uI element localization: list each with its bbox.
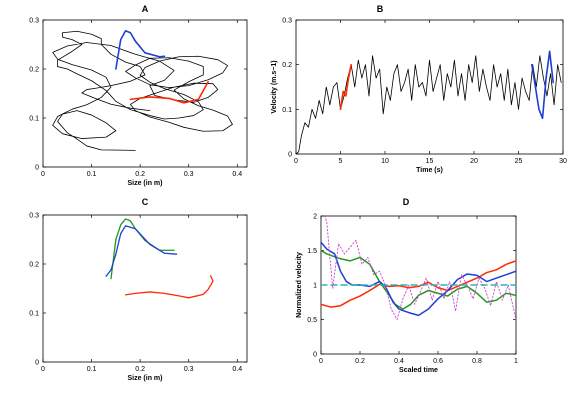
x-tick-label: 30	[559, 158, 567, 165]
series-line-2	[321, 249, 516, 310]
series-line-3	[115, 29, 166, 70]
x-tick-label: 1	[514, 358, 518, 365]
x-tick-label: 0.1	[87, 366, 97, 373]
y-tick-label: 0.1	[282, 107, 292, 114]
y-tick-label: 0.2	[282, 62, 292, 69]
y-tick-label: 0.3	[29, 18, 39, 25]
series-line-1	[52, 30, 233, 151]
panel-letter-d: D	[403, 197, 410, 207]
x-tick-label: 0.4	[232, 171, 242, 178]
x-axis-label: Scaled time	[399, 367, 438, 374]
x-axis-label: Size (in m)	[127, 375, 162, 382]
panel-a: A 0 0.1 0.2 0.3 0.4 0 0.1 0.2 0.3 Size (in m)	[29, 4, 248, 187]
series-line-5	[324, 216, 516, 320]
x-tick-label: 0.3	[184, 366, 194, 373]
x-tick-label: 15	[426, 158, 434, 165]
y-tick-label: 0	[35, 165, 39, 172]
x-tick-label: 0	[294, 158, 298, 165]
series-line-1	[296, 55, 562, 154]
panel-letter-a: A	[142, 4, 149, 14]
x-tick-label: 0.4	[232, 366, 242, 373]
y-tick-label: 0.1	[29, 116, 39, 123]
y-tick-label: 0.3	[29, 213, 39, 220]
x-tick-label: 5	[339, 158, 343, 165]
x-axis-label: Size (in m)	[127, 180, 162, 187]
y-axis-label: Normalized velocity	[296, 252, 303, 318]
y-tick-label: 1.5	[307, 248, 317, 255]
x-tick-label: 0.2	[135, 171, 145, 178]
panel-d: D 0 0.2 0.4 0.6 0.8 1 0 0.5 1 1.5 2 Scaled time Norma…	[296, 197, 518, 374]
y-tick-label: 0.3	[282, 18, 292, 25]
panel-letter-c: C	[142, 197, 149, 207]
y-tick-label: 0	[288, 152, 292, 159]
y-axis-label: Velocity (m.s−1)	[271, 60, 278, 113]
x-axis-label: Time (s)	[416, 167, 443, 174]
panel-c: C 0 0.1 0.2 0.3 0.4 0 0.1 0.2 0.3 Size (in m)	[29, 197, 248, 382]
panel-b: B 0 5 10 15 20 25 30 0 0.1 0.2 0.3 Time (s) Velocity …	[271, 4, 567, 174]
y-tick-label: 2	[313, 214, 317, 221]
series-line-1	[124, 275, 214, 299]
panel-letter-b: B	[377, 4, 384, 14]
plot-frame	[295, 19, 564, 155]
y-tick-label: 0	[313, 352, 317, 359]
series-line-3	[531, 50, 555, 120]
y-tick-label: 0.2	[29, 262, 39, 269]
x-tick-label: 0.3	[184, 171, 194, 178]
series-line-2	[110, 218, 175, 280]
x-tick-label: 0.8	[472, 358, 482, 365]
x-tick-label: 0.6	[433, 358, 443, 365]
y-tick-label: 0.1	[29, 311, 39, 318]
y-tick-label: 0.2	[29, 67, 39, 74]
y-tick-label: 0.5	[307, 317, 317, 324]
x-tick-label: 25	[515, 158, 523, 165]
y-tick-label: 0	[35, 360, 39, 367]
x-tick-label: 0	[41, 366, 45, 373]
x-tick-label: 0.2	[135, 366, 145, 373]
series-line-3	[105, 225, 178, 277]
plot-frame	[42, 214, 248, 363]
x-tick-label: 0.4	[394, 358, 404, 365]
series-line-1	[321, 260, 516, 308]
x-tick-label: 0	[41, 171, 45, 178]
series-line-3	[321, 241, 516, 317]
y-tick-label: 1	[313, 283, 317, 290]
x-tick-label: 0	[319, 358, 323, 365]
series-line-2	[339, 63, 352, 111]
plot-frame	[42, 19, 248, 168]
x-tick-label: 0.1	[87, 171, 97, 178]
x-tick-label: 20	[470, 158, 478, 165]
series-line-2	[129, 80, 209, 104]
x-tick-label: 0.2	[355, 358, 365, 365]
x-tick-label: 10	[381, 158, 389, 165]
